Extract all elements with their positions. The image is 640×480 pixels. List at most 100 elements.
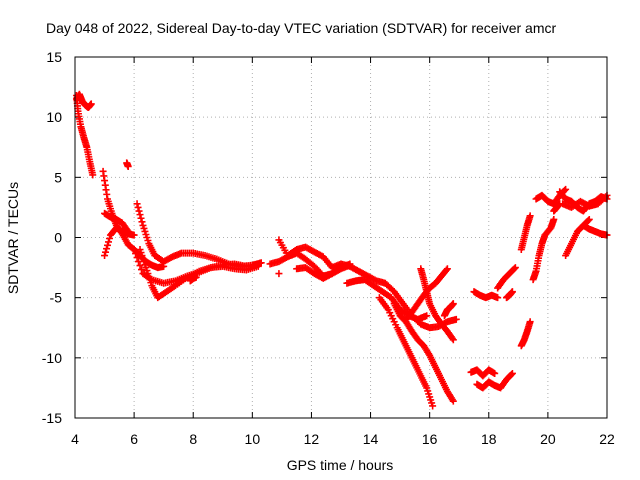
data-point xyxy=(508,288,516,296)
data-point xyxy=(562,185,570,193)
data-point xyxy=(130,246,138,254)
x-tick-label: 18 xyxy=(481,431,497,447)
data-point xyxy=(130,231,138,239)
data-point xyxy=(429,402,437,410)
x-tick-label: 6 xyxy=(130,431,138,447)
data-point xyxy=(254,261,262,269)
data-point xyxy=(102,248,110,256)
data-point xyxy=(132,250,140,258)
data-point xyxy=(510,265,518,273)
y-tick-label: 0 xyxy=(54,230,62,246)
y-tick-label: -15 xyxy=(42,410,62,426)
data-point xyxy=(138,218,146,226)
data-point xyxy=(442,266,450,274)
series-p20-e xyxy=(550,200,564,215)
x-tick-label: 4 xyxy=(71,431,79,447)
data-point xyxy=(87,100,95,108)
series-p19-d xyxy=(532,185,570,208)
series-p19-a xyxy=(517,318,534,350)
x-tick-label: 10 xyxy=(245,431,261,447)
data-point xyxy=(494,294,502,302)
data-point xyxy=(448,334,456,342)
series-outlier-8 xyxy=(186,273,200,285)
tick-labels: 4 6 8 10 12 14 16 18 20 22 -15 -10 -5 0 5 10 15 xyxy=(42,49,615,447)
y-tick-label: 10 xyxy=(46,109,62,125)
data-point xyxy=(133,200,141,208)
series-p6-mid xyxy=(130,246,262,287)
data-point xyxy=(103,245,111,253)
plot-frame xyxy=(74,56,608,419)
x-axis-label: GPS time / hours xyxy=(287,457,394,473)
data-point xyxy=(443,265,451,273)
data-point xyxy=(556,200,564,208)
data-point xyxy=(104,241,112,249)
data-point xyxy=(137,214,145,222)
series-p19-b xyxy=(517,212,534,254)
series-p14-fall2 xyxy=(390,300,457,405)
data-point xyxy=(449,300,457,308)
series-p16-right xyxy=(440,300,457,320)
x-tick-label: 20 xyxy=(540,431,556,447)
data-point xyxy=(192,273,200,281)
y-tick-label: -5 xyxy=(50,290,63,306)
data-point xyxy=(491,369,499,377)
y-tick-label: -10 xyxy=(42,350,62,366)
data-point xyxy=(275,270,283,278)
data-point xyxy=(449,336,457,344)
data-point xyxy=(550,215,558,223)
series-outlier-6 xyxy=(123,159,132,171)
data-point xyxy=(584,216,592,224)
data-point xyxy=(507,370,515,378)
data-point xyxy=(138,266,145,274)
data-point xyxy=(124,163,132,171)
data-point xyxy=(511,264,519,272)
series-p18-a xyxy=(494,264,519,292)
y-tick-label: 15 xyxy=(46,49,62,65)
data-point xyxy=(585,215,593,223)
x-tick-label: 16 xyxy=(422,431,438,447)
data-point xyxy=(423,312,431,320)
data-point xyxy=(449,397,457,405)
series-p13-b xyxy=(343,276,431,323)
data-point xyxy=(89,171,97,179)
data-point xyxy=(135,207,143,215)
x-tick-label: 8 xyxy=(189,431,197,447)
x-tick-label: 22 xyxy=(599,431,615,447)
x-tick-label: 12 xyxy=(304,431,320,447)
data-point xyxy=(104,238,112,246)
data-point xyxy=(105,235,113,243)
chart-title: Day 048 of 2022, Sidereal Day-to-day VTE… xyxy=(46,20,556,36)
data-point xyxy=(526,212,534,220)
data-point xyxy=(101,252,109,260)
y-axis-label: SDTVAR / TECUs xyxy=(5,182,21,294)
data-point xyxy=(123,226,131,234)
series-p17-a xyxy=(467,366,499,380)
data-point xyxy=(508,369,516,377)
data-point xyxy=(124,227,132,235)
data-point xyxy=(136,211,144,219)
series-p16-drop xyxy=(417,265,457,344)
data-point xyxy=(135,258,143,266)
series-p5-mid xyxy=(101,209,132,235)
series-p18-b xyxy=(503,288,516,302)
series-p17-b xyxy=(473,369,516,392)
data-points xyxy=(72,90,611,410)
y-tick-label: 5 xyxy=(54,169,62,185)
x-tick-label: 14 xyxy=(363,431,379,447)
data-point xyxy=(134,203,142,211)
series-early-high xyxy=(72,90,95,112)
grid xyxy=(75,57,607,418)
series-p17-c xyxy=(470,288,502,302)
data-point xyxy=(526,318,534,326)
data-point xyxy=(452,315,460,323)
series-p20-d xyxy=(579,221,611,239)
data-point xyxy=(602,193,610,201)
series-p14-fall1 xyxy=(375,294,437,410)
data-point xyxy=(136,262,144,270)
data-point xyxy=(561,186,569,194)
data-point xyxy=(133,254,141,262)
series-p19-c xyxy=(529,215,558,284)
series-outlier-10 xyxy=(275,270,283,278)
